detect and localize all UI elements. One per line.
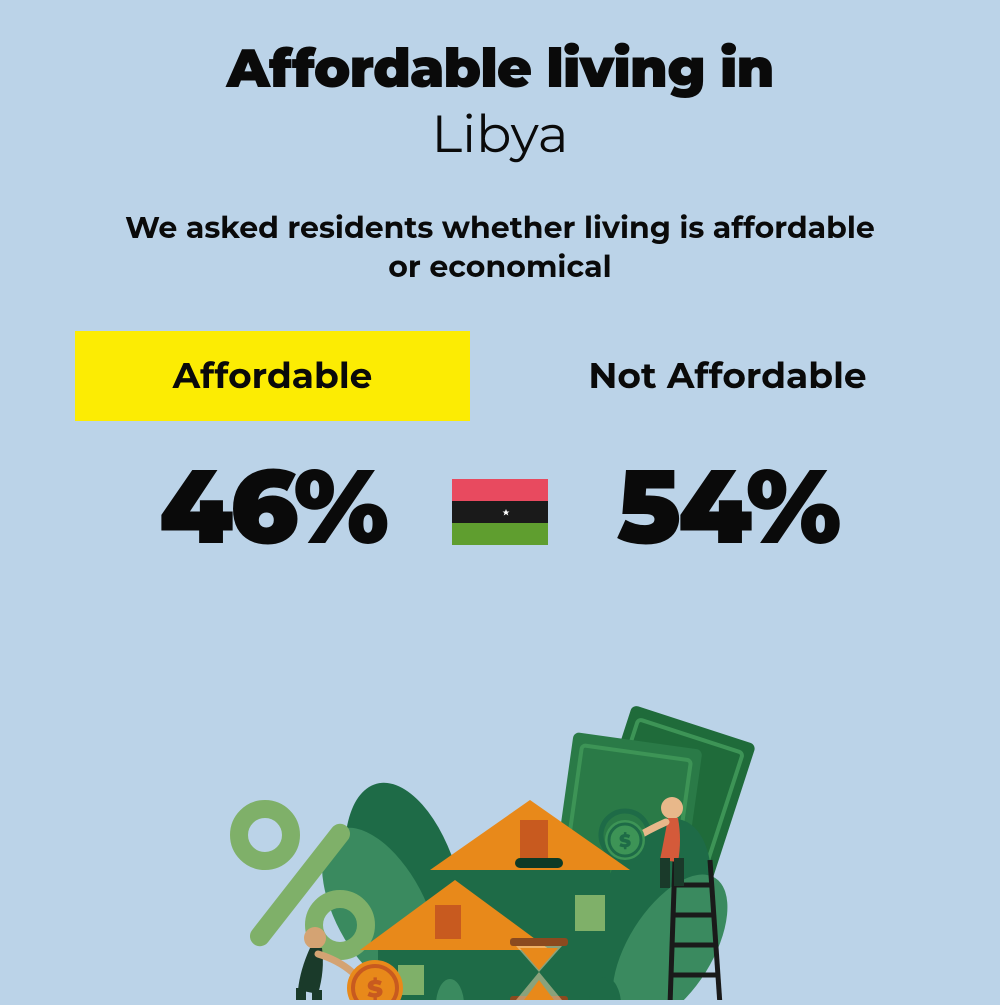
libya-flag-icon <box>452 479 548 545</box>
card-affordable-percent: 46% <box>159 443 386 570</box>
flag-stripe-bottom <box>452 523 548 545</box>
housing-illustration: $ $ <box>180 660 820 1000</box>
flag-stripe-top <box>452 479 548 501</box>
flag-stripe-mid <box>452 501 548 523</box>
card-affordable-label: Affordable <box>75 331 470 421</box>
svg-text:$: $ <box>619 830 631 852</box>
card-not-affordable-label: Not Affordable <box>530 331 925 421</box>
cards-row: Affordable 46% Not Affordable 54% <box>75 331 925 570</box>
card-affordable: Affordable 46% <box>75 331 470 570</box>
infographic-container: Affordable living in Libya We asked resi… <box>0 0 1000 1000</box>
svg-text:$: $ <box>367 975 383 1000</box>
card-not-affordable-percent: 54% <box>617 443 839 570</box>
flag-emblem-icon <box>489 501 511 523</box>
subtitle: We asked residents whether living is aff… <box>125 208 875 286</box>
card-not-affordable: Not Affordable 54% <box>530 331 925 570</box>
title-line1: Affordable living in <box>227 35 774 101</box>
title-line2: Libya <box>432 103 569 166</box>
